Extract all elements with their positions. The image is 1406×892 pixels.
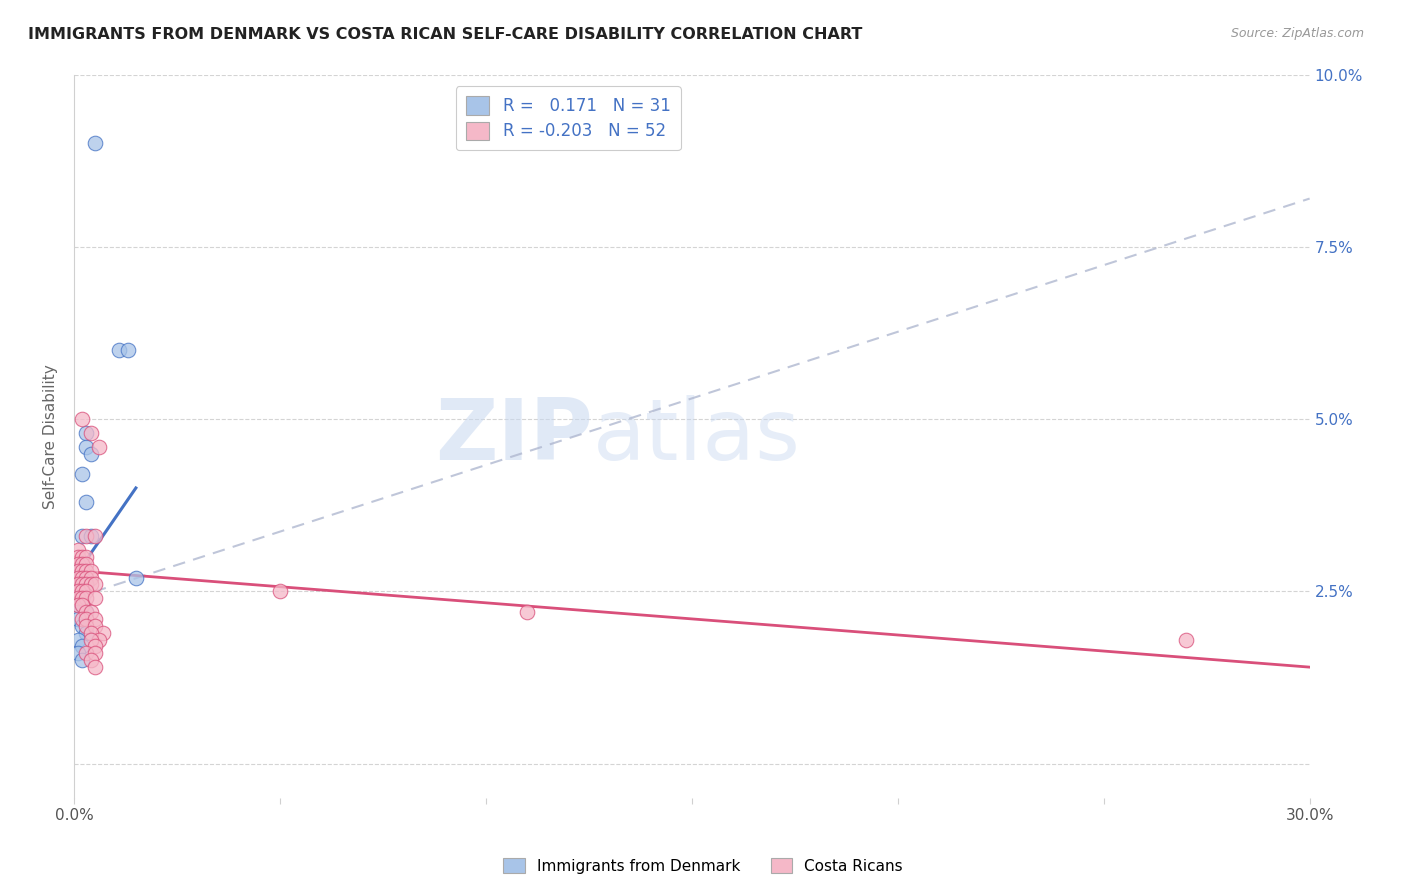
Point [75,529,97,543]
Point [91,625,114,640]
Point [79,529,101,543]
Point [72,598,94,612]
Point [67,577,90,591]
Point [67,564,90,578]
Point [87,440,110,454]
Point [75,584,97,599]
Point [269,584,291,599]
Point [83,136,105,151]
Point [67,598,90,612]
Point [72,640,94,654]
Text: Source: ZipAtlas.com: Source: ZipAtlas.com [1230,27,1364,40]
Point [1175,632,1198,647]
Point [75,605,97,619]
Point [75,564,97,578]
Point [75,557,97,571]
Point [72,598,94,612]
Point [67,549,90,564]
Text: ZIP: ZIP [436,395,593,478]
Point [72,412,94,426]
Point [75,577,97,591]
Point [72,584,94,599]
Point [72,584,94,599]
Point [72,570,94,584]
Legend: Immigrants from Denmark, Costa Ricans: Immigrants from Denmark, Costa Ricans [496,852,910,880]
Point [79,605,101,619]
Point [72,591,94,606]
Point [79,564,101,578]
Y-axis label: Self-Care Disability: Self-Care Disability [44,364,58,508]
Text: atlas: atlas [593,395,801,478]
Point [67,646,90,660]
Point [79,425,101,440]
Point [67,570,90,584]
Legend: R =   0.171   N = 31, R = -0.203   N = 52: R = 0.171 N = 31, R = -0.203 N = 52 [456,87,681,151]
Point [72,529,94,543]
Point [72,557,94,571]
Point [125,570,148,584]
Point [79,577,101,591]
Point [72,577,94,591]
Point [75,440,97,454]
Point [117,343,139,358]
Point [72,564,94,578]
Point [83,660,105,674]
Point [83,612,105,626]
Point [67,570,90,584]
Point [75,577,97,591]
Point [75,425,97,440]
Point [67,591,90,606]
Point [83,577,105,591]
Point [72,612,94,626]
Point [67,598,90,612]
Point [75,549,97,564]
Point [75,605,97,619]
Text: IMMIGRANTS FROM DENMARK VS COSTA RICAN SELF-CARE DISABILITY CORRELATION CHART: IMMIGRANTS FROM DENMARK VS COSTA RICAN S… [28,27,862,42]
Point [75,591,97,606]
Point [72,549,94,564]
Point [83,640,105,654]
Point [75,570,97,584]
Point [79,570,101,584]
Point [72,653,94,667]
Point [72,577,94,591]
Point [72,619,94,633]
Point [67,543,90,558]
Point [83,529,105,543]
Point [75,495,97,509]
Point [83,646,105,660]
Point [72,591,94,606]
Point [72,564,94,578]
Point [67,564,90,578]
Point [83,591,105,606]
Point [67,612,90,626]
Point [79,632,101,647]
Point [67,591,90,606]
Point [79,653,101,667]
Point [79,625,101,640]
Point [67,557,90,571]
Point [79,446,101,460]
Point [72,467,94,482]
Point [75,646,97,660]
Point [67,584,90,599]
Point [67,632,90,647]
Point [75,612,97,626]
Point [87,632,110,647]
Point [75,619,97,633]
Point [108,343,131,358]
Point [72,557,94,571]
Point [75,625,97,640]
Point [83,619,105,633]
Point [67,584,90,599]
Point [516,605,538,619]
